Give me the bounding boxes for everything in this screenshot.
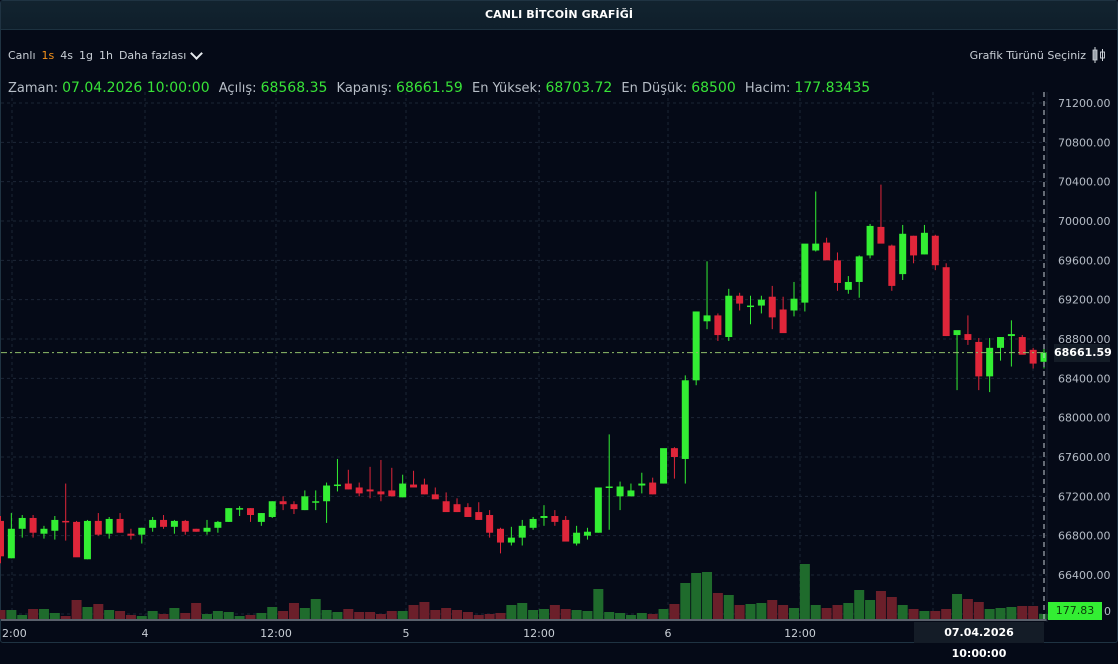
last-volume-badge: 177.83 — [1048, 602, 1102, 620]
open-value: 68568.35 — [260, 80, 328, 96]
time-value: 07.04.2026 10:00:00 — [62, 80, 210, 96]
timeframe-live[interactable]: Canlı — [8, 49, 36, 62]
chart-grid — [1, 92, 1047, 620]
price-axis[interactable]: 71200.00 70800.00 70400.00 70000.00 69600.00… — [1058, 97, 1111, 618]
time-label: Zaman: — [8, 81, 59, 96]
title-bar: CANLI BİTCOİN GRAFİĞİ — [1, 1, 1117, 30]
svg-text:12:00: 12:00 — [523, 627, 555, 640]
ohlc-legend: Zaman: 07.04.2026 10:00:00 Açılış: 68568.3… — [8, 80, 875, 96]
svg-text:67600.00: 67600.00 — [1058, 451, 1111, 464]
svg-text:68400.00: 68400.00 — [1058, 372, 1111, 385]
timeframe-toolbar: Canlı 1s 4s 1g 1h Daha fazlası — [8, 47, 204, 62]
chart-type-label: Grafik Türünü Seçiniz — [969, 48, 1086, 62]
svg-text:66400.00: 66400.00 — [1058, 569, 1111, 582]
timeframe-1h[interactable]: 1h — [98, 49, 113, 62]
high-label: En Yüksek: — [471, 81, 542, 96]
high-value: 68703.72 — [545, 80, 613, 96]
svg-text:67200.00: 67200.00 — [1058, 490, 1111, 503]
close-value: 68661.59 — [396, 80, 463, 96]
timeframe-1g[interactable]: 1g — [78, 49, 93, 62]
candlestick-icon — [1092, 47, 1105, 63]
page-title: CANLI BİTCOİN GRAFİĞİ — [484, 8, 634, 21]
volume-bars — [0, 564, 1049, 619]
more-timeframes-dropdown[interactable]: Daha fazlası — [118, 47, 204, 62]
svg-text:71200.00: 71200.00 — [1058, 97, 1111, 110]
more-timeframes-label: Daha fazlası — [118, 49, 187, 62]
svg-text:68000.00: 68000.00 — [1058, 412, 1111, 425]
svg-text:69200.00: 69200.00 — [1058, 294, 1111, 307]
crosshair-time-badge: 07.04.2026 10:00:00 — [914, 622, 1044, 660]
volume-label: Hacim: — [744, 81, 791, 96]
svg-text:4: 4 — [142, 627, 149, 640]
time-axis[interactable]: 2:00 4 12:00 5 12:00 6 12:00 — [2, 627, 816, 640]
volume-value: 177.83435 — [794, 80, 871, 96]
timeframe-1s[interactable]: 1s — [41, 49, 55, 62]
svg-text:12:00: 12:00 — [784, 627, 816, 640]
svg-text:12:00: 12:00 — [260, 627, 292, 640]
candlestick-chart[interactable]: 71200.00 70800.00 70400.00 70000.00 69600.00… — [0, 0, 1118, 643]
close-label: Kapanış: — [336, 81, 393, 96]
timeframe-4s[interactable]: 4s — [60, 49, 73, 62]
low-value: 68500 — [691, 80, 736, 96]
chart-overlays — [1, 92, 1048, 622]
chart-type-selector[interactable]: Grafik Türünü Seçiniz — [970, 46, 1106, 64]
svg-text:69600.00: 69600.00 — [1058, 254, 1111, 267]
svg-text:70000.00: 70000.00 — [1058, 215, 1111, 228]
last-price-badge: 68661.59 — [1054, 344, 1112, 362]
price-candles — [0, 184, 1048, 564]
low-label: En Düşük: — [621, 81, 688, 96]
svg-text:70400.00: 70400.00 — [1058, 176, 1111, 189]
svg-text:68800.00: 68800.00 — [1058, 333, 1111, 346]
svg-text:0: 0 — [1104, 605, 1111, 618]
open-label: Açılış: — [218, 81, 257, 96]
svg-text:6: 6 — [665, 627, 672, 640]
svg-text:5: 5 — [403, 627, 410, 640]
svg-text:66800.00: 66800.00 — [1058, 530, 1111, 543]
svg-text:2:00: 2:00 — [2, 627, 27, 640]
svg-text:70800.00: 70800.00 — [1058, 136, 1111, 149]
